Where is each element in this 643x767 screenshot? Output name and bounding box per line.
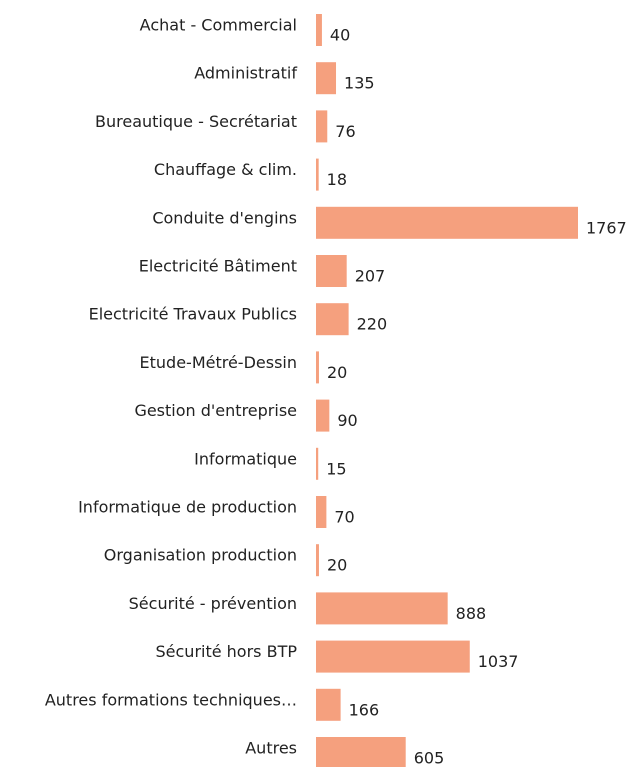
category-label: Achat - Commercial	[140, 16, 297, 35]
value-label: 166	[349, 700, 380, 719]
category-label: Gestion d'entreprise	[134, 401, 297, 420]
value-label: 15	[326, 459, 346, 478]
category-label: Administratif	[194, 64, 297, 83]
category-label: Informatique de production	[78, 498, 297, 517]
category-label: Bureautique - Secrétariat	[95, 112, 297, 131]
value-label: 20	[327, 556, 347, 575]
bar	[316, 737, 406, 767]
value-label: 605	[414, 749, 445, 767]
category-label: Autres formations techniques…	[45, 690, 297, 709]
bar	[316, 255, 347, 287]
category-label: Autres	[245, 739, 297, 758]
value-label: 76	[335, 122, 355, 141]
category-label: Conduite d'engins	[152, 208, 297, 227]
category-label: Sécurité hors BTP	[156, 642, 298, 661]
bar	[316, 496, 327, 528]
category-label: Informatique	[194, 449, 297, 468]
category-label: Organisation production	[104, 546, 297, 565]
value-label: 135	[344, 74, 375, 93]
bar	[316, 592, 448, 625]
value-label: 20	[327, 363, 347, 382]
value-label: 1037	[478, 652, 519, 671]
category-label: Sécurité - prévention	[129, 594, 297, 613]
bar	[316, 303, 349, 336]
value-label: 207	[355, 267, 386, 286]
category-label: Electricité Travaux Publics	[89, 305, 297, 324]
value-label: 220	[357, 315, 388, 334]
value-label: 70	[334, 508, 354, 527]
category-label: Etude-Métré-Dessin	[140, 353, 297, 372]
category-label: Chauffage & clim.	[154, 160, 297, 179]
value-label: 18	[327, 170, 347, 189]
value-label: 1767	[586, 218, 627, 237]
bar	[316, 14, 322, 46]
bar	[316, 640, 470, 673]
bar	[316, 447, 319, 480]
bar	[316, 399, 330, 432]
bar	[316, 351, 319, 384]
value-label: 40	[330, 26, 350, 45]
bar	[316, 158, 319, 191]
bar	[316, 206, 578, 239]
bar	[316, 544, 319, 577]
bar	[316, 688, 341, 721]
category-label: Electricité Bâtiment	[139, 257, 297, 276]
bar	[316, 110, 328, 143]
value-label: 888	[456, 604, 487, 623]
value-label: 90	[337, 411, 357, 430]
bar	[316, 62, 337, 95]
